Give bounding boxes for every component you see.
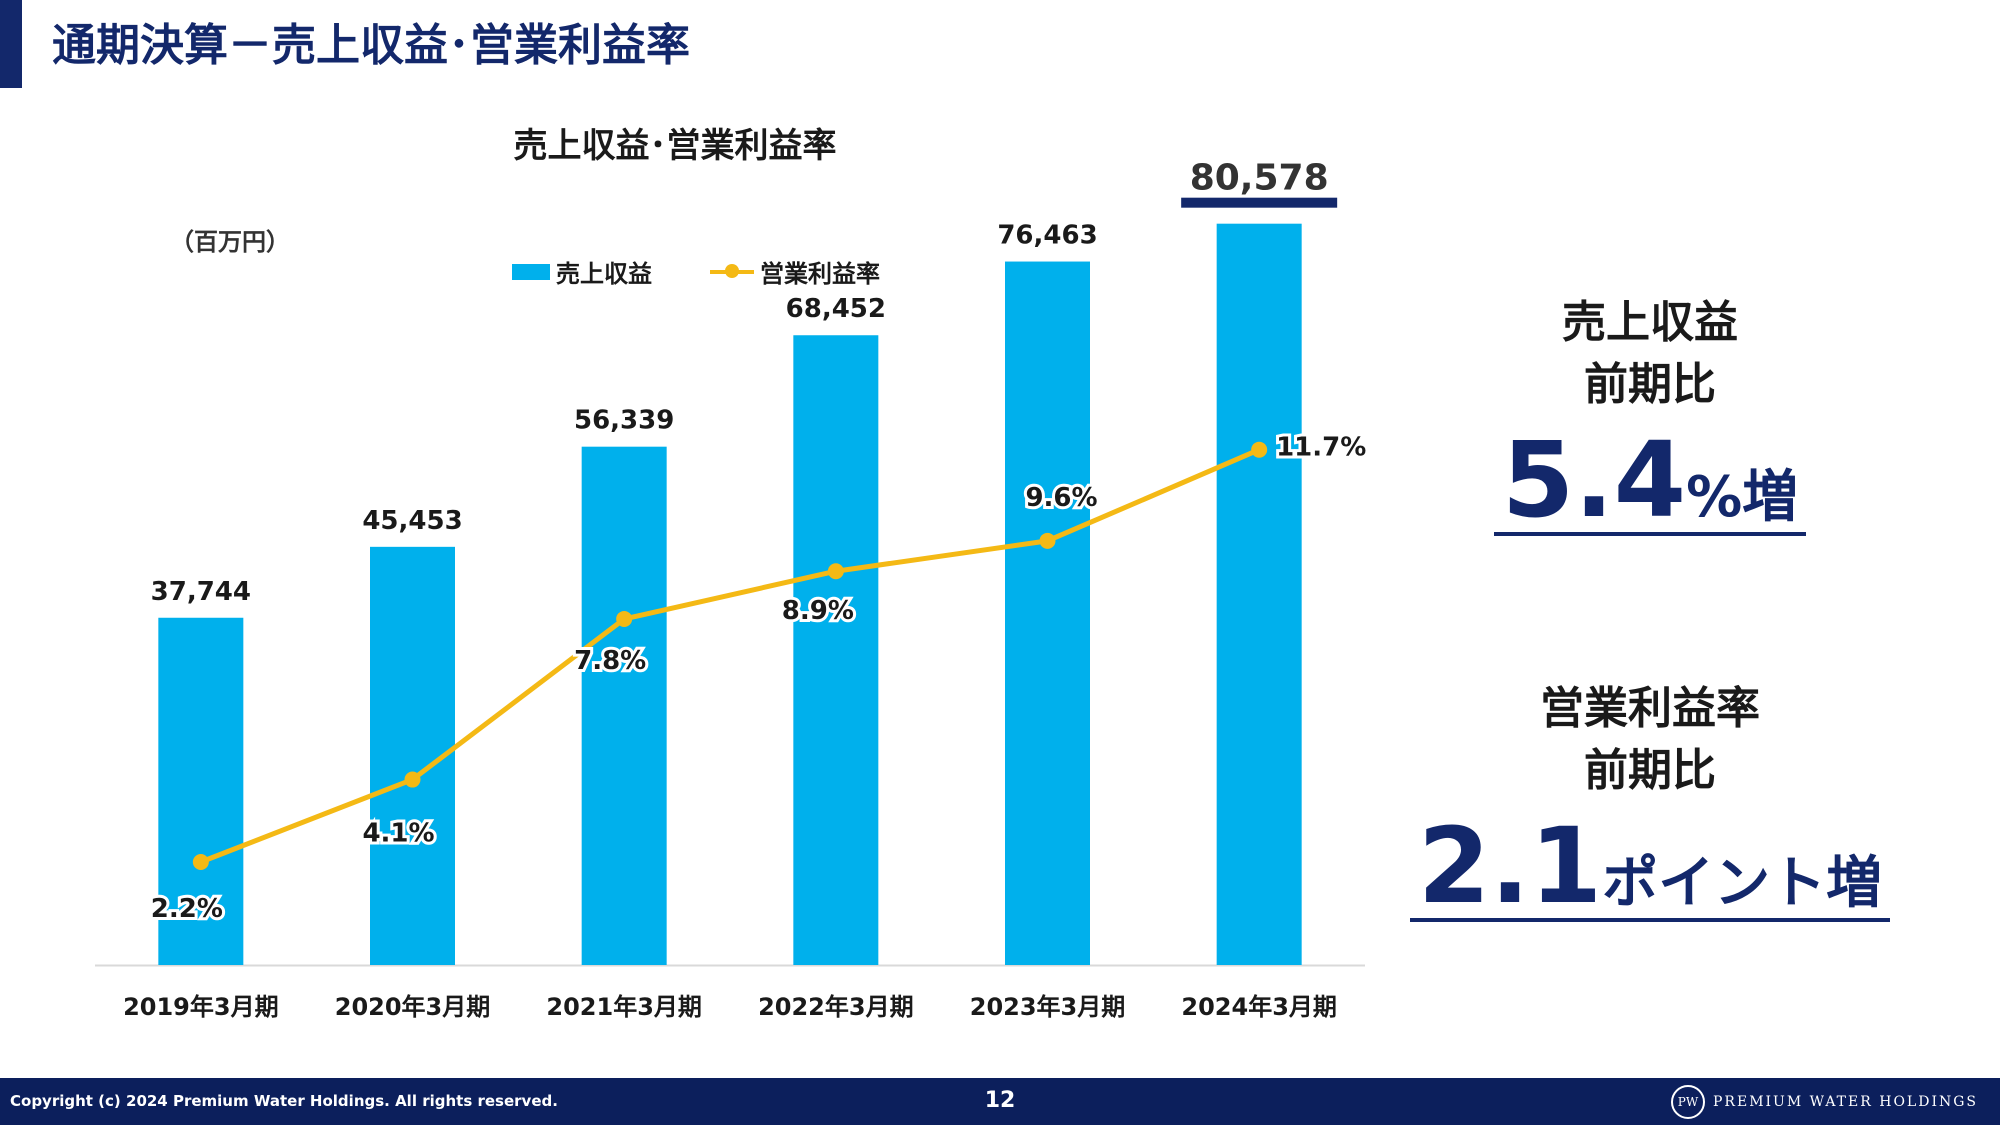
bar-revenue-5 bbox=[1216, 223, 1302, 966]
bar-value-label-1: 45,453 bbox=[362, 506, 462, 536]
kpi-revenue: 売上収益 前期比 5.4%増 bbox=[1400, 292, 1900, 536]
margin-value-label-4: 9.6% bbox=[1025, 483, 1097, 513]
footer-copyright: Copyright (c) 2024 Premium Water Holding… bbox=[10, 1092, 558, 1110]
legend-line-swatch-icon bbox=[710, 263, 754, 278]
chart-title: 売上収益･営業利益率 bbox=[513, 126, 837, 166]
footer-page-number: 12 bbox=[984, 1088, 1016, 1113]
margin-value-label-2: 7.8% bbox=[574, 646, 646, 676]
margin-value-label-3: 8.9% bbox=[782, 596, 854, 626]
chart-unit-label: （百万円） bbox=[170, 228, 290, 256]
category-label-4: 2023年3月期 bbox=[970, 993, 1126, 1021]
legend-label-revenue: 売上収益 bbox=[556, 260, 652, 288]
kpi-revenue-suffix: %増 bbox=[1686, 465, 1799, 530]
legend-item-revenue: 売上収益 bbox=[512, 254, 652, 289]
kpi-margin-label-2: 前期比 bbox=[1584, 745, 1716, 796]
kpi-margin: 営業利益率 前期比 2.1ポイント増 bbox=[1400, 678, 1900, 922]
footer-bar: Copyright (c) 2024 Premium Water Holding… bbox=[0, 1078, 2000, 1125]
company-logo-text: PREMIUM WATER HOLDINGS bbox=[1713, 1094, 1978, 1110]
margin-point-2 bbox=[616, 610, 633, 627]
margin-point-1 bbox=[404, 771, 421, 788]
margin-value-label-5: 11.7% bbox=[1276, 433, 1366, 463]
kpi-margin-value: 2.1ポイント増 bbox=[1409, 814, 1891, 922]
bar-revenue-2 bbox=[581, 446, 667, 965]
bar-value-label-4: 76,463 bbox=[997, 221, 1097, 251]
title-accent-bar bbox=[0, 0, 22, 88]
bar-value-label-5: 80,578 bbox=[1190, 158, 1329, 199]
margin-point-4 bbox=[1039, 532, 1056, 549]
kpi-revenue-value: 5.4%増 bbox=[1493, 428, 1807, 536]
company-logo-mark-icon: PW bbox=[1671, 1085, 1706, 1119]
category-label-2: 2021年3月期 bbox=[546, 993, 702, 1021]
bar-value-label-2: 56,339 bbox=[574, 406, 674, 436]
margin-point-5 bbox=[1251, 441, 1268, 458]
kpi-margin-suffix: ポイント増 bbox=[1602, 851, 1883, 916]
bar-revenue-4 bbox=[1005, 261, 1090, 965]
bar-value-label-0: 37,744 bbox=[151, 577, 251, 607]
bar-revenue-3 bbox=[793, 335, 879, 966]
page-title: 通期決算－売上収益･営業利益率 bbox=[52, 20, 690, 71]
company-logo: PW PREMIUM WATER HOLDINGS bbox=[1671, 1085, 1978, 1119]
legend-item-margin: 営業利益率 bbox=[710, 254, 880, 289]
kpi-margin-number: 2.1 bbox=[1417, 805, 1603, 927]
bar-value-label-3: 68,452 bbox=[786, 294, 886, 324]
category-label-5: 2024年3月期 bbox=[1181, 993, 1337, 1021]
kpi-revenue-label-1: 売上収益 bbox=[1562, 297, 1738, 348]
margin-value-label-0: 2.2% bbox=[151, 894, 223, 924]
margin-value-label-1: 4.1% bbox=[362, 819, 434, 849]
kpi-revenue-label-2: 前期比 bbox=[1584, 359, 1716, 410]
kpi-margin-label-1: 営業利益率 bbox=[1540, 683, 1760, 734]
bar-revenue-0 bbox=[158, 617, 244, 965]
legend-bar-swatch-icon bbox=[512, 263, 550, 280]
category-label-3: 2022年3月期 bbox=[758, 993, 914, 1021]
highlight-underline bbox=[1181, 197, 1338, 208]
kpi-revenue-number: 5.4 bbox=[1501, 419, 1687, 541]
category-label-1: 2020年3月期 bbox=[335, 993, 491, 1021]
margin-line bbox=[199, 447, 1261, 865]
margin-point-3 bbox=[827, 563, 844, 580]
category-label-0: 2019年3月期 bbox=[123, 993, 279, 1021]
margin-point-0 bbox=[192, 854, 209, 870]
legend-label-margin: 営業利益率 bbox=[760, 260, 880, 288]
